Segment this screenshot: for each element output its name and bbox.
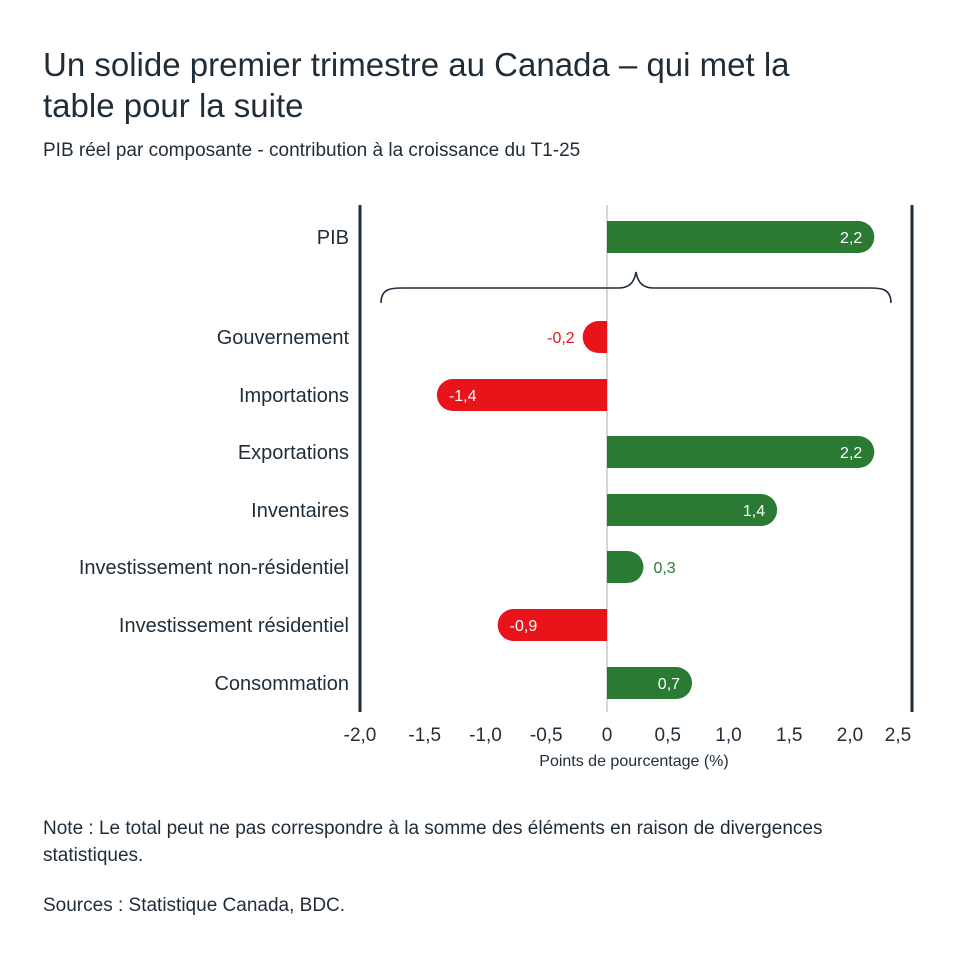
x-tick-label-7: 1,5 <box>776 725 802 746</box>
bar-7 <box>607 667 693 699</box>
category-label-2: Importations <box>239 385 349 407</box>
category-label-7: Consommation <box>214 673 349 695</box>
chart-note: Note : Le total peut ne pas correspondre… <box>43 818 823 866</box>
value-label-3: 2,2 <box>840 445 862 462</box>
x-axis-title: Points de pourcentage (%) <box>539 753 728 770</box>
x-tick-label-8: 2,0 <box>837 725 863 746</box>
value-label-0: 2,2 <box>840 230 862 247</box>
bar-6 <box>497 609 607 641</box>
grouping-brace <box>380 271 892 304</box>
category-label-6: Investissement résidentiel <box>119 615 349 637</box>
bar-1 <box>582 321 607 353</box>
x-tick-label-2: -1,0 <box>469 725 502 746</box>
value-label-7: 0,7 <box>658 676 680 693</box>
bar-2 <box>436 379 607 411</box>
bar-4 <box>607 494 778 526</box>
chart-source: Sources : Statistique Canada, BDC. <box>43 895 346 916</box>
x-tick-label-0: -2,0 <box>344 725 377 746</box>
x-tick-label-9: 2,5 <box>885 725 911 746</box>
category-label-1: Gouvernement <box>217 327 350 349</box>
chart-subtitle: PIB réel par composante - contribution à… <box>43 140 581 161</box>
category-label-5: Investissement non-résidentiel <box>79 557 349 579</box>
bar-5 <box>607 551 644 583</box>
x-tick-label-6: 1,0 <box>715 725 741 746</box>
category-label-0: PIB <box>317 227 349 249</box>
value-label-6: -0,9 <box>510 618 538 635</box>
category-label-4: Inventaires <box>251 500 349 522</box>
x-tick-label-3: -0,5 <box>530 725 563 746</box>
value-label-1: -0,2 <box>547 330 575 347</box>
bar-chart: 2,2 -0,2 -1,4 2,2 1,4 0,3 -0,9 0,7 PIB Gouvernem… <box>79 205 914 770</box>
bar-3 <box>607 436 875 468</box>
category-label-3: Exportations <box>238 442 349 464</box>
x-tick-label-4: 0 <box>602 725 613 746</box>
value-label-4: 1,4 <box>743 503 765 520</box>
value-label-2: -1,4 <box>449 388 477 405</box>
x-tick-label-1: -1,5 <box>408 725 441 746</box>
bar-0 <box>607 221 875 253</box>
x-tick-label-5: 0,5 <box>655 725 681 746</box>
chart-title: Un solide premier trimestre au Canada – … <box>43 46 790 124</box>
value-label-5: 0,3 <box>653 560 675 577</box>
